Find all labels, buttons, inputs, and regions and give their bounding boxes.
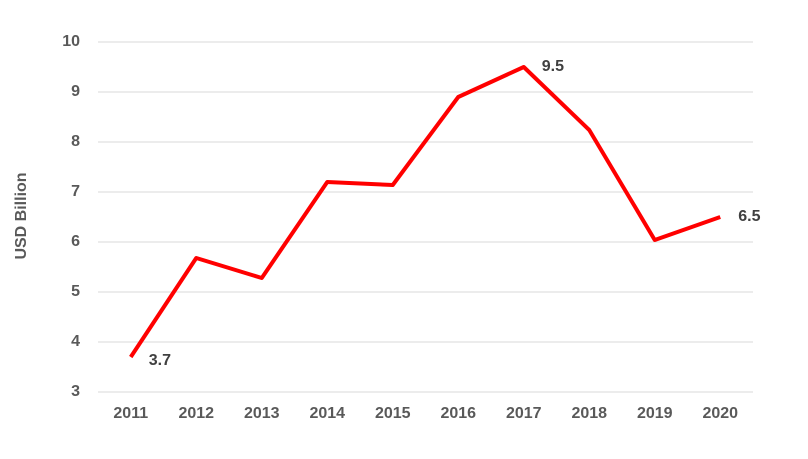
x-tick-label: 2014 [309, 405, 345, 422]
y-axis-label: USD Billion [13, 172, 30, 259]
y-tick-label: 4 [71, 333, 80, 350]
data-line [129, 65, 721, 359]
x-tick-label: 2017 [506, 405, 542, 422]
x-tick-label: 2019 [637, 405, 673, 422]
x-tick-label: 2016 [440, 405, 476, 422]
x-tick-label: 2013 [244, 405, 280, 422]
y-tick-label: 3 [71, 383, 80, 400]
y-tick-label: 5 [71, 283, 80, 300]
data-label: 3.7 [149, 352, 171, 369]
x-tick-label: 2015 [375, 405, 411, 422]
y-tick-label: 8 [71, 133, 80, 150]
y-tick-label: 7 [71, 183, 80, 200]
x-tick-label: 2020 [702, 405, 738, 422]
data-label: 6.5 [738, 208, 760, 225]
y-tick-label: 10 [62, 33, 80, 50]
y-tick-label: 9 [71, 83, 80, 100]
x-tick-label: 2018 [571, 405, 607, 422]
x-tick-label: 2011 [113, 405, 148, 422]
x-tick-label: 2012 [178, 405, 214, 422]
y-tick-label: 6 [71, 233, 80, 250]
data-label: 9.5 [542, 58, 564, 75]
